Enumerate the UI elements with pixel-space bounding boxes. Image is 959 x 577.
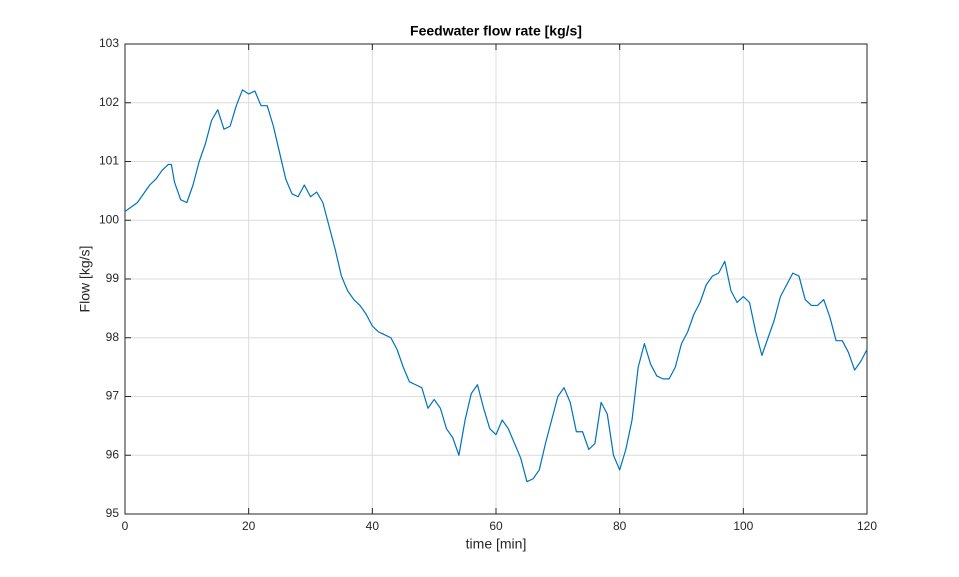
y-tick-label: 99	[106, 271, 120, 285]
x-tick-label: 100	[733, 519, 753, 533]
y-tick-label: 100	[99, 212, 119, 226]
x-tick-label: 0	[122, 519, 129, 533]
axes-box	[124, 43, 868, 515]
y-tick-label: 102	[99, 95, 119, 109]
y-tick-label: 95	[106, 506, 120, 520]
x-tick-label: 20	[242, 519, 256, 533]
y-tick-label: 97	[106, 389, 120, 403]
y-tick-label: 96	[106, 447, 120, 461]
x-tick-label: 60	[489, 519, 503, 533]
line-series	[124, 89, 868, 483]
y-tick-label: 101	[99, 154, 119, 168]
y-tick-label: 98	[106, 330, 120, 344]
y-tick-label: 103	[99, 36, 119, 50]
x-axis-label: time [min]	[466, 536, 527, 552]
x-tick-label: 120	[857, 519, 877, 533]
y-axis-label: Flow [kg/s]	[77, 246, 93, 313]
x-tick-label: 80	[613, 519, 627, 533]
chart-title: Feedwater flow rate [kg/s]	[410, 23, 582, 39]
x-tick-label: 40	[366, 519, 380, 533]
